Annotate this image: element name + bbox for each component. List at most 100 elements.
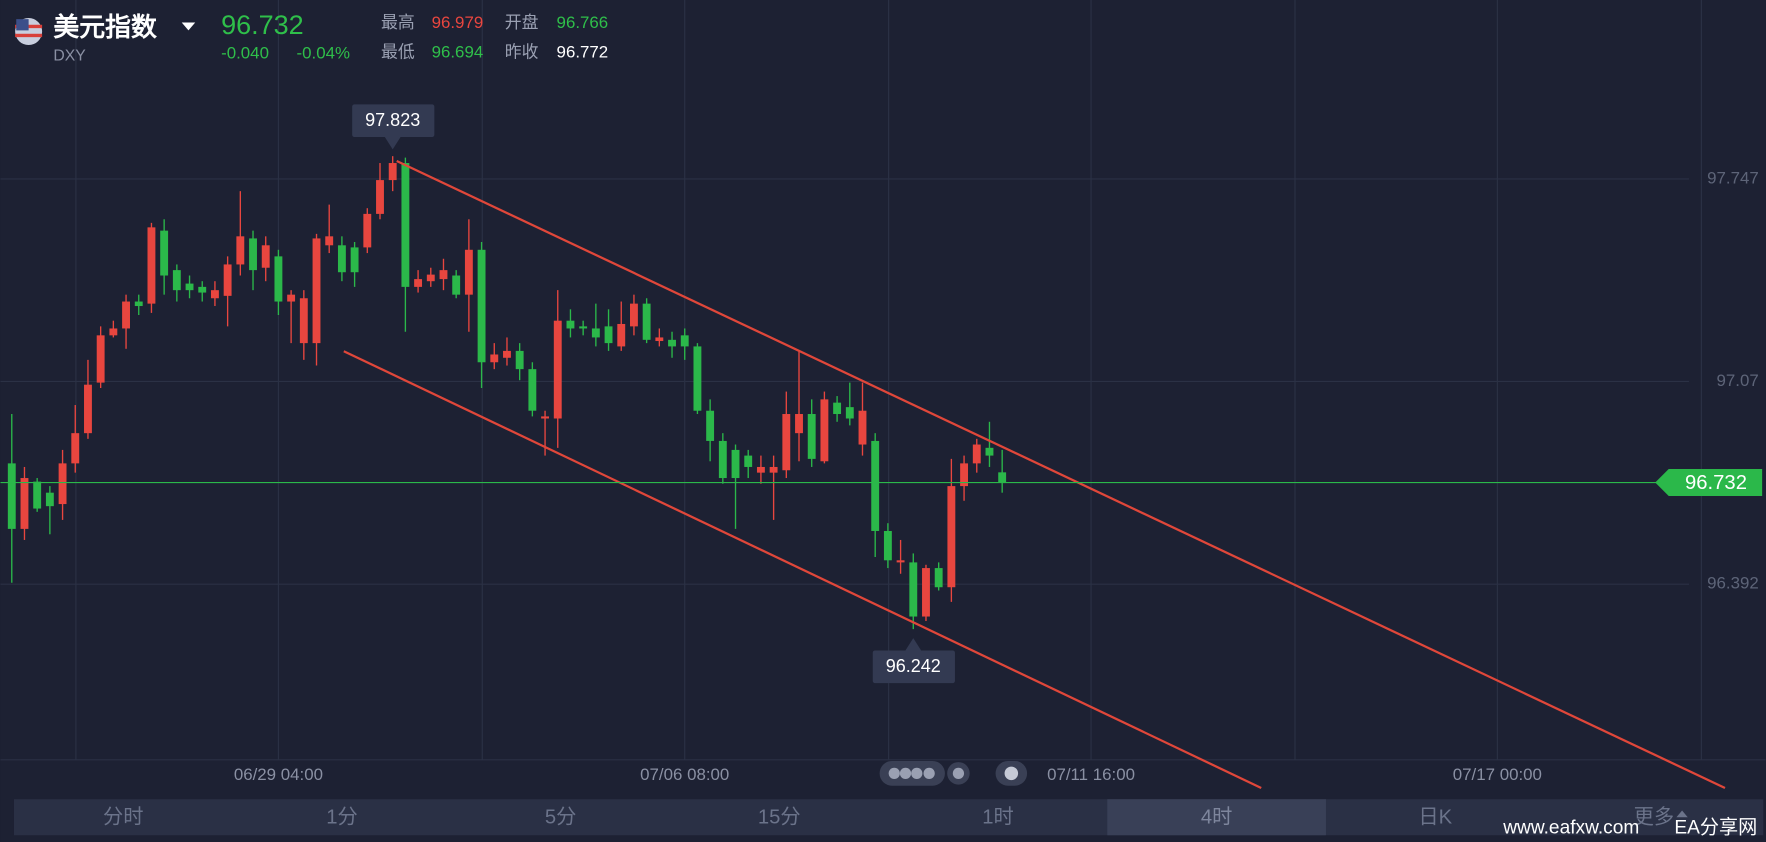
candle-body — [515, 350, 524, 370]
dropdown-arrow[interactable] — [181, 22, 196, 31]
candle-body — [452, 275, 461, 295]
candle-body — [858, 410, 867, 445]
candle-body — [185, 283, 194, 291]
zoom-control[interactable] — [879, 760, 1028, 786]
tab-bar — [13, 799, 1764, 836]
candle-body — [769, 466, 778, 473]
candle-body — [33, 481, 42, 509]
candle-body — [998, 472, 1007, 483]
candle-body — [122, 301, 130, 329]
label: 最低 — [381, 42, 415, 61]
header: 美元指数 DXY 96.732 -0.040 -0.04% 最高 96.979 … — [15, 10, 608, 64]
candle-body — [934, 568, 943, 588]
channel — [343, 159, 1726, 789]
label: 昨收 — [505, 42, 539, 61]
candle-body — [960, 463, 969, 487]
x-tick-label: 07/17 00:00 — [1453, 765, 1542, 784]
candle-body — [756, 466, 765, 473]
candle-body — [236, 236, 245, 265]
tab[interactable]: 4时 — [1201, 806, 1233, 829]
instrument-name: 美元指数 — [53, 12, 157, 42]
candle-body — [744, 455, 753, 467]
candle-body — [591, 328, 600, 338]
value: 96.979 — [432, 13, 484, 32]
candle-body — [896, 560, 905, 563]
change: -0.040 — [221, 43, 269, 62]
x-tick-label: 07/11 16:00 — [1047, 765, 1135, 784]
tab-active — [1107, 799, 1326, 836]
candle-body — [261, 245, 270, 268]
value: 96.766 — [557, 13, 609, 32]
value: 96.772 — [557, 42, 609, 61]
candle-body — [363, 213, 372, 248]
overlay: 97.747 97.07 96.392 06/29 04:00 07/06 08:00 0… — [0, 104, 1763, 784]
candle-body — [985, 447, 994, 456]
candle-body — [630, 303, 638, 327]
candle-body — [807, 414, 816, 459]
candle-body — [579, 326, 588, 329]
candle-body — [426, 274, 435, 282]
x-tick-label: 06/29 04:00 — [234, 765, 323, 784]
candle-body — [96, 335, 105, 383]
candle-body — [706, 410, 715, 441]
candle-body — [972, 444, 981, 464]
flag-stripe — [15, 33, 43, 38]
candle-body — [541, 416, 550, 419]
candle-body — [249, 238, 257, 271]
tab[interactable]: 分时 — [103, 806, 144, 829]
last-price-label: 96.732 — [1685, 472, 1747, 494]
value: 96.694 — [432, 42, 484, 61]
annotation-pointer — [384, 137, 401, 150]
tabs: 分时 1分 5分 15分 1时 4时 日K 更多 — [103, 799, 1688, 836]
tab[interactable]: 5分 — [545, 806, 577, 829]
candle-body — [20, 478, 29, 529]
candle-body — [84, 384, 92, 434]
candle-body — [350, 247, 359, 273]
candle-body — [566, 320, 575, 329]
annotation-label: 96.242 — [886, 656, 941, 676]
candle-body — [795, 414, 803, 434]
x-tick-label: 07/06 08:00 — [640, 765, 729, 784]
candle-body — [134, 301, 143, 307]
candle-body — [147, 227, 156, 304]
candle-body — [883, 530, 892, 561]
annotation-label: 97.823 — [365, 110, 420, 130]
tab-arrow — [1676, 810, 1688, 818]
candle-body — [160, 230, 169, 276]
tab[interactable]: 1时 — [982, 806, 1014, 829]
minor-grid — [75, 0, 1702, 760]
candle-body — [58, 463, 67, 505]
candle-body — [274, 256, 283, 302]
tab[interactable]: 更多 — [1634, 806, 1675, 829]
tab[interactable]: 日K — [1418, 807, 1452, 829]
tab[interactable]: 15分 — [758, 806, 801, 829]
candle-body — [833, 402, 842, 415]
candle-body — [287, 294, 296, 302]
candle-body — [922, 568, 930, 617]
watermark: www.eafxw.com — [1502, 818, 1639, 839]
candle-body — [210, 290, 219, 299]
annotation-box — [872, 650, 955, 684]
candle-body — [617, 323, 626, 347]
dot — [952, 767, 965, 779]
candle-body — [503, 350, 511, 358]
candle-body — [388, 163, 397, 181]
tab[interactable]: 1分 — [326, 806, 358, 829]
candle-body — [668, 339, 676, 347]
annotation-box — [352, 104, 435, 138]
candle-body — [223, 264, 232, 296]
last-price-tag — [1655, 469, 1763, 497]
candle-body — [655, 337, 664, 342]
y-tick-label: 97.747 — [1707, 168, 1759, 187]
candle-body — [490, 354, 499, 363]
channel-upper — [396, 159, 1726, 789]
candle-body — [376, 180, 384, 214]
y-tick-label: 97.07 — [1717, 371, 1759, 390]
candle-body — [820, 399, 829, 462]
candle-body — [198, 286, 207, 293]
candle-body — [109, 328, 118, 336]
candle-body — [871, 440, 880, 531]
symbol: DXY — [53, 47, 86, 64]
candle-body — [401, 163, 410, 287]
